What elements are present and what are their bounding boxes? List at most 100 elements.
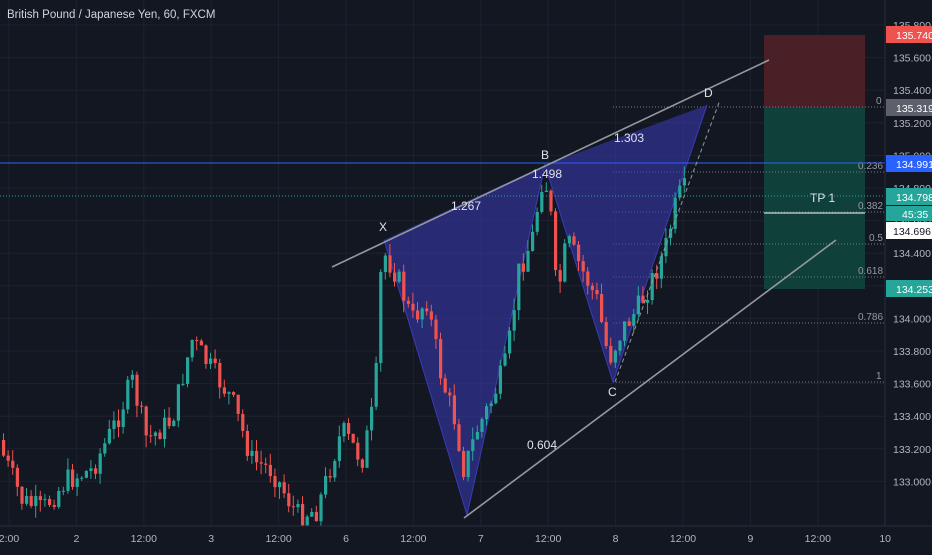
time-tick-label: 10	[879, 533, 891, 545]
candle-body	[489, 403, 493, 407]
candle-body	[80, 477, 84, 479]
candle-body	[397, 271, 401, 282]
candle-body	[140, 405, 144, 407]
candle-body	[526, 250, 530, 272]
candle-body	[158, 432, 162, 440]
candle-body	[572, 236, 576, 245]
candle-body	[199, 340, 203, 346]
candle-body	[531, 231, 535, 251]
candle-body	[370, 406, 374, 431]
candle-body	[646, 299, 650, 303]
candle-body	[112, 420, 116, 429]
target2-price-label: 134.253	[896, 284, 932, 296]
candle-body	[508, 330, 512, 354]
candle-body	[627, 321, 631, 326]
price-tick-label: 133.000	[893, 476, 931, 488]
candle-body	[581, 261, 585, 272]
candle-body	[176, 384, 180, 421]
candle-body	[278, 482, 282, 488]
candle-body	[494, 393, 498, 404]
candle-body	[314, 511, 318, 522]
countdown-label-bg	[886, 206, 932, 221]
candle-body	[393, 272, 397, 282]
candle-body	[204, 345, 208, 364]
candle-body	[521, 263, 525, 272]
candle-body	[75, 478, 79, 487]
candle-body	[659, 256, 663, 279]
candle-body	[613, 350, 617, 363]
candle-body	[443, 378, 447, 393]
harmonic-pattern-right-triangle[interactable]	[545, 105, 707, 382]
candle-body	[365, 430, 369, 468]
candlesticks	[2, 166, 686, 530]
candle-body	[245, 430, 249, 456]
time-tick-label: 12:00	[131, 533, 157, 545]
candle-body	[241, 413, 245, 431]
candle-body	[144, 406, 148, 436]
countdown-label: 45:35	[902, 209, 928, 221]
harmonic-pattern-left-triangle[interactable]	[384, 165, 545, 515]
time-tick-label: 12:00	[805, 533, 831, 545]
candle-body	[333, 460, 337, 478]
fib-label-0786: 0.786	[858, 312, 883, 323]
candle-body	[650, 273, 654, 300]
candle-body	[11, 460, 15, 468]
take-profit-zone[interactable]	[764, 107, 865, 289]
lower-trend-line[interactable]	[463, 239, 837, 519]
candle-body	[250, 450, 254, 456]
fib-retracement[interactable]: 0 0.236 0.382 0.5 0.618 0.786 1	[613, 96, 885, 383]
candle-body	[609, 345, 613, 363]
candle-body	[29, 495, 33, 507]
price-tick-label: 135.400	[893, 85, 931, 97]
candle-body	[195, 340, 199, 342]
candle-body	[439, 338, 443, 379]
ratio-bd: 1.303	[614, 131, 644, 145]
time-tick-label: 3	[208, 533, 214, 545]
time-axis[interactable]	[0, 526, 932, 550]
upper-trend-line[interactable]	[331, 59, 770, 268]
time-tick-label: 12:00	[670, 533, 696, 545]
candle-body	[480, 419, 484, 432]
candle-body	[84, 471, 88, 478]
candle-body	[540, 191, 544, 212]
candle-body	[167, 417, 171, 427]
time-axis-ticks: 2:00 2 12:00 3 12:00 6 12:00 7 12:00 8 12:00 9 12:00…	[0, 533, 891, 545]
symbol-title: British Pound / Japanese Yen, 60, FXCM	[7, 9, 215, 21]
fib-label-0: 0	[876, 96, 882, 107]
candle-body	[71, 469, 75, 487]
candle-body	[107, 428, 111, 444]
candle-body	[121, 409, 125, 427]
candle-body	[618, 340, 622, 351]
price-axis[interactable]	[885, 0, 932, 526]
candle-body	[429, 311, 433, 320]
candle-body	[632, 314, 636, 326]
candle-body	[130, 374, 134, 380]
ratio-b: 1.498	[532, 167, 562, 181]
candle-body	[255, 450, 259, 463]
candle-body	[406, 300, 410, 304]
candle-body	[94, 468, 98, 474]
fib-label-0236: 0.236	[858, 161, 883, 172]
candle-body	[342, 423, 346, 437]
stop-loss-zone[interactable]	[764, 35, 865, 107]
candle-body	[273, 476, 277, 488]
price-tick-label: 135.200	[893, 118, 931, 130]
candle-body	[544, 190, 548, 192]
candle-body	[374, 362, 378, 407]
candle-body	[448, 392, 452, 396]
stop-price-label: 135.740	[896, 30, 932, 42]
price-tick-label: 133.800	[893, 346, 931, 358]
candle-body	[503, 353, 507, 366]
candle-body	[268, 464, 272, 477]
candle-body	[558, 270, 562, 282]
candle-body	[20, 486, 24, 504]
candle-body	[296, 503, 300, 508]
candle-body	[623, 321, 627, 341]
time-tick-label: 9	[747, 533, 753, 545]
candle-body	[379, 271, 383, 363]
candle-body	[434, 319, 438, 339]
hline-price-label-bg	[886, 155, 932, 172]
candle-body	[135, 374, 139, 406]
